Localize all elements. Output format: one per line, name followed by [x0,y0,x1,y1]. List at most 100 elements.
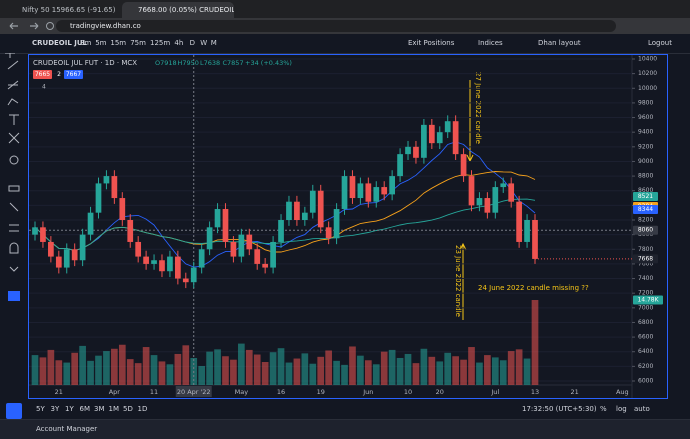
y-tick-label: 8600 [638,187,653,194]
volume-bar [79,345,86,385]
x-tick-label: Jun [362,388,373,396]
volume-bar [452,356,459,385]
volume-bar [111,348,118,385]
account-manager[interactable]: Account Manager [36,425,98,433]
badge: 7667 [66,71,81,78]
candle-body [127,220,134,242]
timeframe[interactable]: 75m [130,39,146,47]
y-tick-label: 8800 [638,173,653,180]
volume-bar [412,363,420,385]
timeframe[interactable]: M [210,39,217,47]
y-tick-label: 6400 [638,348,653,355]
candle-body [214,209,221,228]
x-tick-label: 16 [277,388,285,396]
crosshair-label-bg [633,225,658,235]
volume-bar [95,355,102,385]
candle-body [484,198,491,213]
candle-body [182,278,189,283]
range[interactable]: 5D [123,405,133,413]
candle-body [278,220,284,242]
percent[interactable]: % [600,405,607,413]
timeframe[interactable]: W [200,39,208,47]
y-tick-label: 9000 [638,158,653,165]
timeframe[interactable]: 3m [80,39,92,47]
x-tick-label: 21 [55,388,63,396]
log[interactable]: log [616,405,627,413]
candle-body [500,183,507,188]
timeframe[interactable]: D [189,39,195,47]
x-tick-label: Jul [490,388,499,396]
url[interactable]: tradingview.dhan.co [56,20,616,32]
candle-body [135,241,142,257]
volume-bar [269,352,277,385]
annotation: 23 June 2022 candle [454,245,462,317]
range[interactable]: 1D [137,405,148,413]
candle-body [71,249,78,261]
ma-label-bg [633,192,658,202]
x-tick-label: 11 [150,388,158,396]
last-price-label-bg [633,254,658,264]
volume-bar [222,356,229,385]
timeframe[interactable]: 15m [110,39,127,47]
y-tick-label: 9600 [638,114,653,121]
candle-body [230,241,237,257]
exit-positions[interactable]: Exit Positions [408,39,455,47]
volume-bar [55,360,63,385]
candle-body [167,256,173,272]
candle-body [436,132,443,144]
candle-body [444,121,451,133]
volume-bar [71,352,79,385]
candle-body [381,187,388,195]
candle-body [349,176,356,199]
layout[interactable]: Dhan layout [538,39,581,47]
volume-bar [309,363,317,385]
candle-body [48,241,54,257]
symbol[interactable]: CRUDEOIL JUL [32,39,88,47]
indices[interactable]: Indices [478,39,503,47]
y-tick-label: 8200 [638,217,653,224]
range[interactable]: 3Y [50,405,60,413]
volume-bar [365,360,372,385]
range[interactable]: 3M [94,405,105,413]
logout[interactable]: Logout [648,39,672,47]
moving-average [34,198,536,251]
volume-bar [230,359,237,385]
volume-bar [460,359,467,385]
volume-bar [380,351,388,385]
x-tick-label: Aug [616,388,629,396]
candle-body [40,227,46,242]
candle-body [428,124,435,144]
tab[interactable]: 7668.00 (0.05%) CRUDEOIL JUL F... [122,2,234,18]
volume-bar [214,349,221,385]
y-tick-label: 7200 [638,290,653,297]
volume-bar [523,358,531,385]
volume-bar [261,361,269,385]
volume-bar [158,361,166,385]
volume-label: 14.78K [637,297,659,304]
auto[interactable]: auto [634,405,650,413]
candle-body [262,263,269,268]
timeframe[interactable]: 5m [95,39,107,47]
range[interactable]: 1Y [65,405,74,413]
candle-body [476,198,483,206]
tab[interactable]: Nifty 50 15966.65 (-91.65) | 0.57... [22,6,118,14]
candle-body [103,176,110,184]
ma-label: 8521 [638,193,653,200]
annotation: 27 June 2022 candle [474,72,482,144]
volume-bar [63,362,71,385]
y-tick-label: 10200 [638,70,657,77]
volume-bar [388,349,396,385]
timeframe[interactable]: 4h [174,39,184,47]
range[interactable]: 6M [79,405,91,413]
y-tick-label: 6600 [638,334,653,341]
bottom-bar: 5Y 3Y 1Y 6M 3M 1M 5D 1D 17:32:50 (UTC+5:30) % l… [28,400,668,418]
timeframe[interactable]: 125m [150,39,171,47]
badge-bg [64,70,83,79]
volume-bar [174,353,182,385]
range[interactable]: 5Y [36,405,45,413]
chart-frame [28,54,668,399]
volume-bar [103,351,110,385]
candle-body [32,227,38,235]
range[interactable]: 1M [108,405,120,413]
volume-bar [484,355,491,385]
